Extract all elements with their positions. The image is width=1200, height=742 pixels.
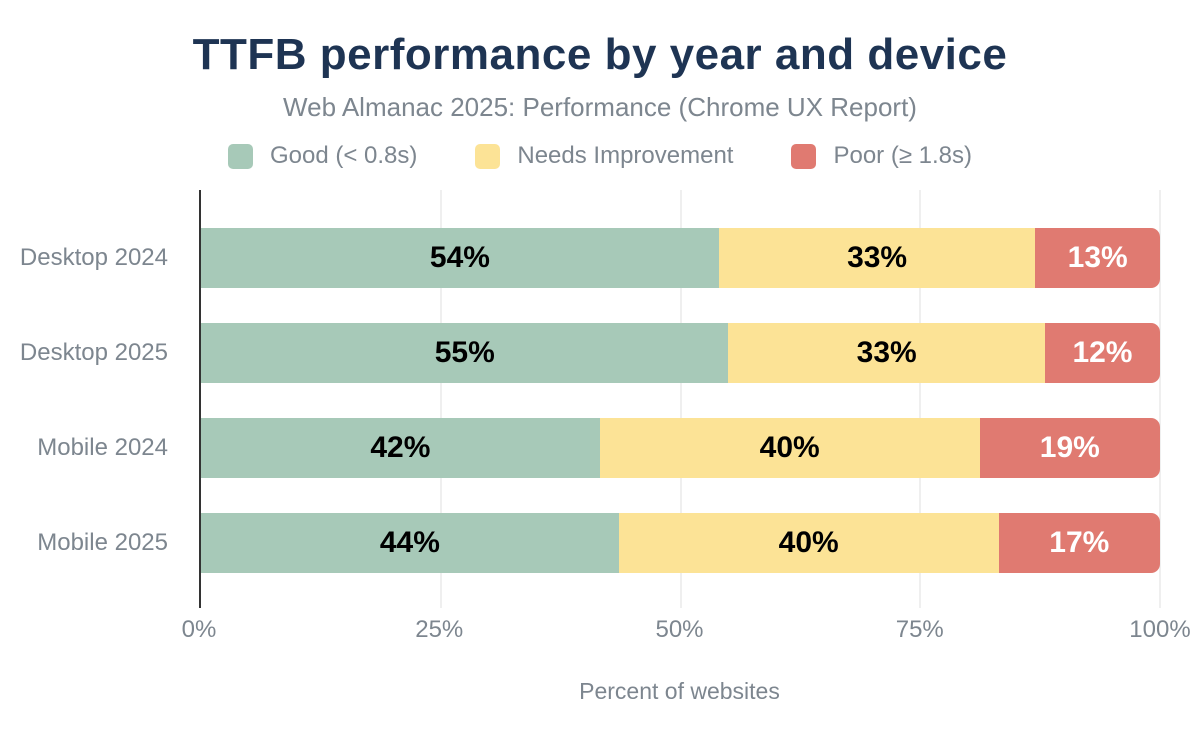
x-tick-100: 100% [1129, 616, 1191, 643]
legend-label-poor: Poor (≥ 1.8s) [833, 142, 973, 169]
legend-item-poor: Poor (≥ 1.8s) [791, 142, 972, 170]
segment-needs-improvement: 40% [599, 418, 980, 478]
category-label-mobile-2024: Mobile 2024 [37, 434, 168, 461]
legend-item-needs-improvement: Needs Improvement [475, 142, 733, 170]
segment-needs-improvement: 33% [728, 323, 1045, 383]
bar-row-desktop-2025: 55% 33% 12% [201, 323, 1160, 383]
segment-value-label: 33% [856, 336, 917, 369]
segment-needs-improvement: 40% [618, 513, 999, 573]
segment-value-label: 40% [759, 431, 820, 464]
segment-value-label: 40% [778, 526, 839, 559]
segment-poor: 17% [998, 513, 1160, 573]
segment-good: 54% [201, 228, 719, 288]
gridline-75 [919, 190, 922, 608]
x-tick-75: 75% [895, 616, 944, 643]
category-label-desktop-2025: Desktop 2025 [19, 339, 168, 366]
segment-value-label: 33% [847, 241, 908, 274]
legend-label-good: Good (< 0.8s) [269, 142, 418, 169]
segment-value-label: 13% [1067, 241, 1128, 274]
segment-value-label: 54% [429, 241, 490, 274]
category-label-mobile-2025: Mobile 2025 [37, 529, 168, 556]
legend-item-good: Good (< 0.8s) [227, 142, 418, 170]
gridline-100 [1159, 190, 1161, 608]
legend-label-needs-improvement: Needs Improvement [517, 142, 734, 169]
segment-good: 44% [201, 513, 619, 573]
segment-value-label: 19% [1039, 431, 1100, 464]
legend-swatch-good [227, 143, 253, 169]
segment-value-label: 12% [1072, 336, 1133, 369]
legend-swatch-needs-improvement [475, 143, 501, 169]
segment-poor: 12% [1044, 323, 1160, 383]
x-axis-label: Percent of websites [579, 678, 780, 704]
segment-value-label: 17% [1049, 526, 1110, 559]
bars: 54% 33% 13% 55% 33% 12% [201, 190, 1160, 608]
x-tick-50: 50% [655, 616, 704, 643]
y-axis-category-labels: Desktop 2024 Desktop 2025 Mobile 2024 Mo… [0, 190, 184, 608]
gridline-50 [679, 190, 682, 608]
plot-area: 54% 33% 13% 55% 33% 12% [199, 190, 1161, 608]
segment-needs-improvement: 33% [718, 228, 1036, 288]
legend: Good (< 0.8s) Needs Improvement Poor (≥ … [0, 142, 1200, 170]
segment-good: 42% [201, 418, 600, 478]
chart-title: TTFB performance by year and device [192, 30, 1008, 79]
chart-subtitle: Web Almanac 2025: Performance (Chrome UX… [283, 92, 917, 122]
segment-value-label: 42% [370, 431, 431, 464]
legend-swatch-poor [791, 143, 817, 169]
x-axis-ticks: 0% 25% 50% 75% 100% [182, 616, 1191, 648]
bar-row-mobile-2025: 44% 40% 17% [201, 513, 1160, 573]
bar-row-mobile-2024: 42% 40% 19% [201, 418, 1160, 478]
segment-poor: 19% [979, 418, 1160, 478]
segment-value-label: 44% [379, 526, 440, 559]
x-tick-25: 25% [415, 616, 464, 643]
segment-poor: 13% [1035, 228, 1160, 288]
gridline-25 [439, 190, 442, 608]
bar-row-desktop-2024: 54% 33% 13% [201, 228, 1160, 288]
x-tick-0: 0% [181, 616, 217, 643]
segment-good: 55% [201, 323, 729, 383]
segment-value-label: 55% [434, 336, 495, 369]
category-label-desktop-2024: Desktop 2024 [19, 244, 168, 271]
